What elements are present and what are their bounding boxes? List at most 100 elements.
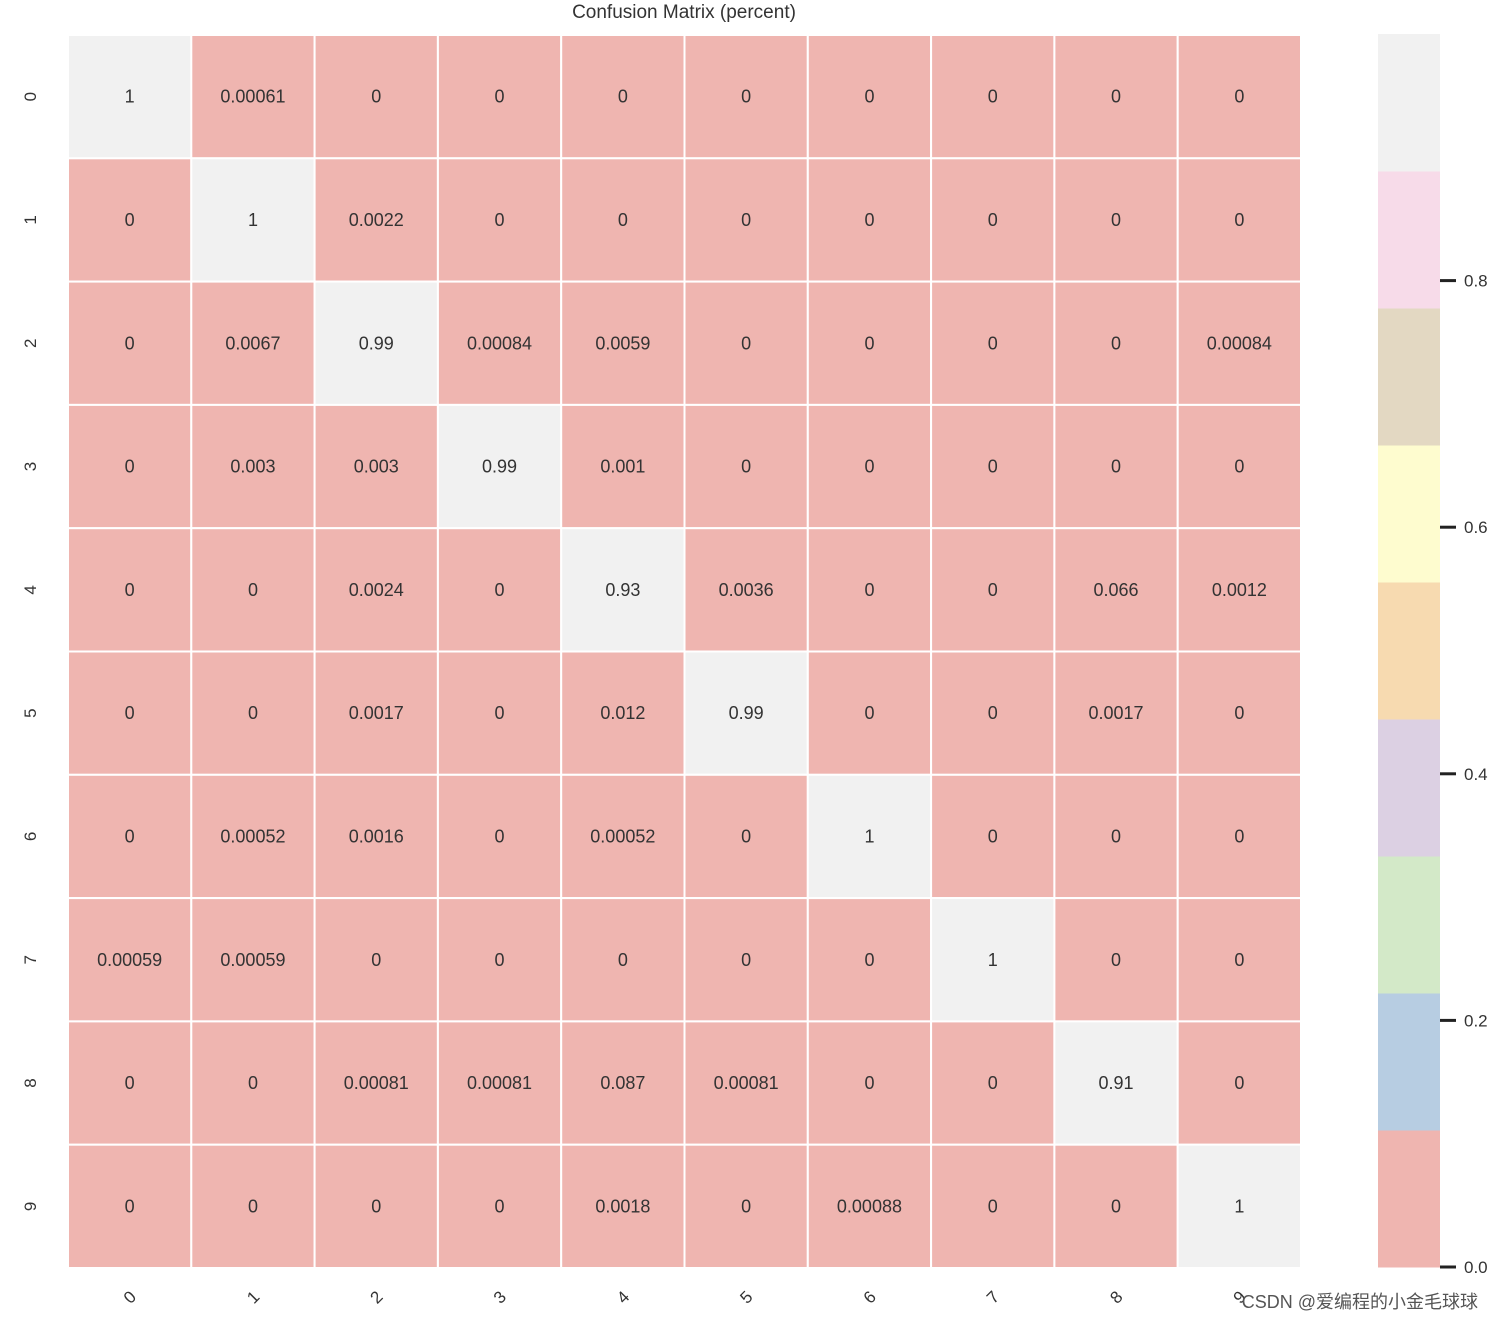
cell-annotation: 1 [125,87,135,107]
heatmap-cell [930,280,1056,406]
heatmap-cell [1053,280,1179,406]
heatmap-cell [806,403,933,530]
colorbar-segment [1378,719,1440,857]
heatmap-cell [560,527,686,653]
heatmap-cell [1176,34,1302,160]
cell-annotation: 0 [1234,210,1244,230]
cell-annotation: 0.0017 [1089,703,1144,723]
y-tick-label: 1 [21,215,40,224]
cell-annotation: 0.00059 [97,950,162,970]
cell-annotation: 1 [248,210,258,230]
y-tick-labels: 0 1 2 3 4 5 6 7 8 9 [21,92,40,1211]
cell-annotation: 0 [988,703,998,723]
y-tick-label: 7 [21,955,40,964]
heatmap-cell [930,897,1056,1023]
heatmap-cell [313,34,439,160]
cell-annotation: 0 [741,87,751,107]
heatmap-cell [806,527,933,653]
heatmap-cell [436,650,563,776]
heatmap-cell [1053,403,1179,530]
cell-annotation: 0 [125,333,135,353]
heatmap-cell [313,1143,439,1269]
cell-annotation: 0.087 [600,1073,645,1093]
heatmap-cell [930,527,1056,653]
cell-annotation: 0 [1111,210,1121,230]
cell-annotation: 0 [741,826,751,846]
cell-annotation: 0 [125,580,135,600]
cell-annotation: 0 [248,1073,258,1093]
cell-annotation: 0.0012 [1212,580,1267,600]
x-tick-label: 8 [1106,1287,1126,1307]
cell-annotation: 0 [864,87,874,107]
heatmap-cell [683,650,809,776]
y-tick-label: 4 [21,585,40,594]
heatmap-cell [313,650,439,776]
cell-annotation: 0 [988,1073,998,1093]
heatmap-cell [190,1143,316,1269]
cell-annotation: 0 [864,950,874,970]
heatmap-cell [683,773,809,900]
y-tick-label: 5 [21,708,40,717]
cell-annotation: 0 [1111,87,1121,107]
cell-annotation: 0 [125,1196,135,1216]
cell-annotation: 0.012 [600,703,645,723]
cell-annotation: 0.0017 [349,703,404,723]
heatmap-cell [67,773,193,900]
heatmap-cell [436,897,563,1023]
heatmap-cell [67,280,193,406]
cell-annotation: 0 [618,87,628,107]
heatmap-cell [313,1020,439,1146]
watermark: CSDN @爱编程的小金毛球球 [1242,1292,1478,1312]
heatmap-cell [806,1143,933,1269]
cell-annotation: 0 [248,1196,258,1216]
heatmap-cell [1053,773,1179,900]
cell-annotation: 0 [864,333,874,353]
heatmap-cell [1176,157,1302,283]
cell-annotation: 0.00061 [220,87,285,107]
cell-annotation: 0 [741,333,751,353]
heatmap-cell [806,773,933,900]
cell-annotation: 0 [371,87,381,107]
heatmap-cell [683,527,809,653]
x-tick-label: 1 [243,1287,263,1307]
cell-annotation: 0.0067 [225,333,280,353]
y-tick-label: 8 [21,1078,40,1087]
cell-annotation: 0 [1234,826,1244,846]
cell-annotation: 0 [1234,950,1244,970]
heatmap-cell [806,897,933,1023]
y-tick-label: 9 [21,1202,40,1211]
heatmap-cell [930,1143,1056,1269]
cell-annotation: 0 [371,950,381,970]
cell-annotation: 0.00052 [590,826,655,846]
cell-annotation: 0 [1111,826,1121,846]
cell-annotation: 0 [1111,457,1121,477]
heatmap-cell [190,897,316,1023]
y-tick-label: 3 [21,462,40,471]
heatmap-cell [806,1020,933,1146]
cell-annotation: 0.00052 [220,826,285,846]
cell-annotation: 0.0059 [595,333,650,353]
heatmap-cell [1053,527,1179,653]
x-tick-label: 3 [490,1287,510,1307]
cell-annotation: 0.0018 [595,1196,650,1216]
heatmap-cell [806,157,933,283]
heatmap-cell [930,1020,1056,1146]
y-tick-label: 0 [21,92,40,101]
heatmap-cell [1176,773,1302,900]
heatmap-cell [1053,157,1179,283]
colorbar-segment [1378,445,1440,583]
chart-title: Confusion Matrix (percent) [572,2,796,23]
heatmap-cell [560,1020,686,1146]
cell-annotation: 0 [125,210,135,230]
colorbar-segment [1378,856,1440,994]
heatmap-cell [560,650,686,776]
heatmap-cell [930,773,1056,900]
heatmap-cell [560,280,686,406]
colorbar: 0.0 0.2 0.4 0.6 0.8 [1378,34,1488,1277]
cell-annotation: 0 [495,703,505,723]
cell-annotation: 0 [495,950,505,970]
heatmap-cell [683,403,809,530]
heatmap-cell [436,157,563,283]
heatmap-cell [1176,280,1302,406]
heatmap-cell [436,1020,563,1146]
